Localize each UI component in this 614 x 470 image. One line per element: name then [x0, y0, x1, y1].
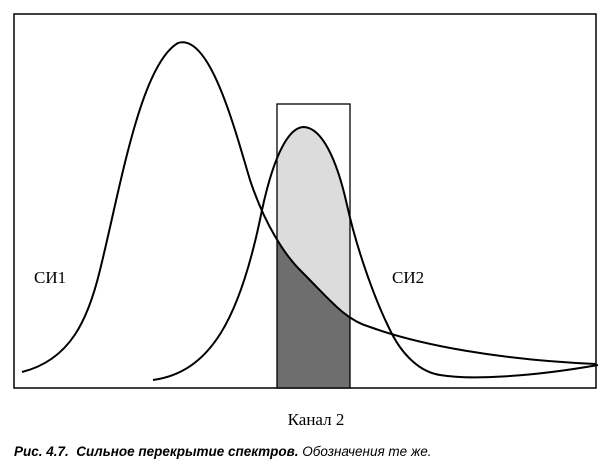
spectrum-si2-curve — [152, 125, 599, 381]
caption-number: Рис. 4.7. — [14, 444, 69, 459]
figure-caption: Рис. 4.7. Сильное перекрытие спектров. О… — [14, 444, 604, 459]
si2-label: СИ2 — [392, 268, 424, 287]
si1-label: СИ1 — [34, 268, 66, 287]
channel-dark-region — [277, 239, 350, 388]
channel-2-window — [276, 103, 351, 389]
caption-note: Обозначения те же. — [302, 444, 432, 459]
channel-label: Канал 2 — [288, 410, 345, 429]
caption-title: Сильное перекрытие спектров. — [76, 444, 299, 459]
spectrum-si1-curve — [21, 41, 597, 373]
